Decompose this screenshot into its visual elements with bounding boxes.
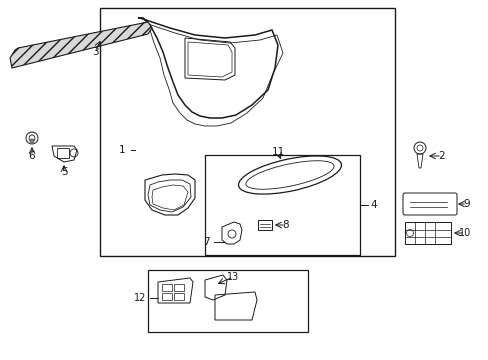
Text: 2: 2 (438, 151, 445, 161)
Text: 6: 6 (29, 151, 35, 161)
Polygon shape (10, 22, 152, 68)
Text: 4: 4 (369, 200, 376, 210)
Text: 3: 3 (92, 47, 98, 57)
Bar (204, 155, 359, 255)
Text: 11: 11 (271, 147, 284, 157)
Text: 9: 9 (463, 199, 469, 209)
Bar (57, 148, 69, 158)
Circle shape (30, 139, 34, 143)
Text: 1: 1 (118, 145, 125, 155)
Bar (162, 284, 172, 291)
Bar (174, 293, 183, 300)
Text: 12: 12 (133, 293, 146, 303)
Text: 7: 7 (203, 237, 209, 247)
Bar (100, 8, 394, 256)
Bar (404, 222, 450, 244)
Bar (148, 270, 307, 332)
Text: 8: 8 (282, 220, 289, 230)
Text: 10: 10 (458, 228, 470, 238)
Text: 13: 13 (226, 272, 239, 282)
Text: 5: 5 (61, 167, 67, 177)
Bar (174, 284, 183, 291)
Bar (162, 293, 172, 300)
